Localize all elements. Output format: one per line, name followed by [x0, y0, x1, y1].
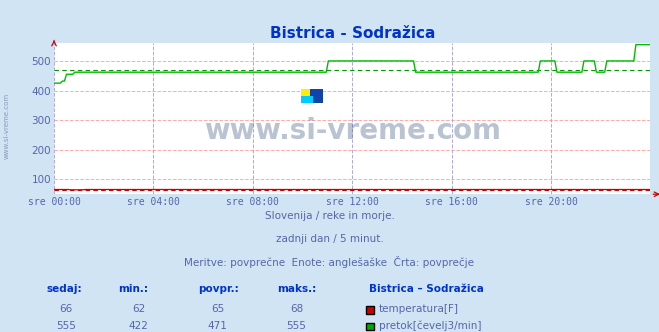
Text: Meritve: povprečne  Enote: anglešaške  Črta: povprečje: Meritve: povprečne Enote: anglešaške Črt…	[185, 256, 474, 268]
Text: 66: 66	[59, 304, 72, 314]
Text: www.si-vreme.com: www.si-vreme.com	[3, 93, 9, 159]
Text: Bistrica – Sodražica: Bistrica – Sodražica	[369, 284, 484, 294]
Text: min.:: min.:	[119, 284, 149, 294]
Text: 471: 471	[208, 321, 227, 331]
Text: povpr.:: povpr.:	[198, 284, 239, 294]
Text: zadnji dan / 5 minut.: zadnji dan / 5 minut.	[275, 234, 384, 244]
Text: 555: 555	[56, 321, 76, 331]
Text: sedaj:: sedaj:	[46, 284, 82, 294]
Text: 68: 68	[290, 304, 303, 314]
Bar	[301, 96, 313, 104]
Text: 65: 65	[211, 304, 224, 314]
Text: maks.:: maks.:	[277, 284, 316, 294]
Text: 422: 422	[129, 321, 148, 331]
Text: Slovenija / reke in morje.: Slovenija / reke in morje.	[264, 211, 395, 221]
Title: Bistrica - Sodražica: Bistrica - Sodražica	[270, 26, 435, 41]
Bar	[310, 89, 323, 104]
Text: temperatura[F]: temperatura[F]	[379, 304, 459, 314]
Text: 555: 555	[287, 321, 306, 331]
Text: pretok[čevelj3/min]: pretok[čevelj3/min]	[379, 320, 482, 331]
Text: 62: 62	[132, 304, 145, 314]
Text: www.si-vreme.com: www.si-vreme.com	[204, 117, 501, 145]
Bar	[301, 89, 313, 104]
